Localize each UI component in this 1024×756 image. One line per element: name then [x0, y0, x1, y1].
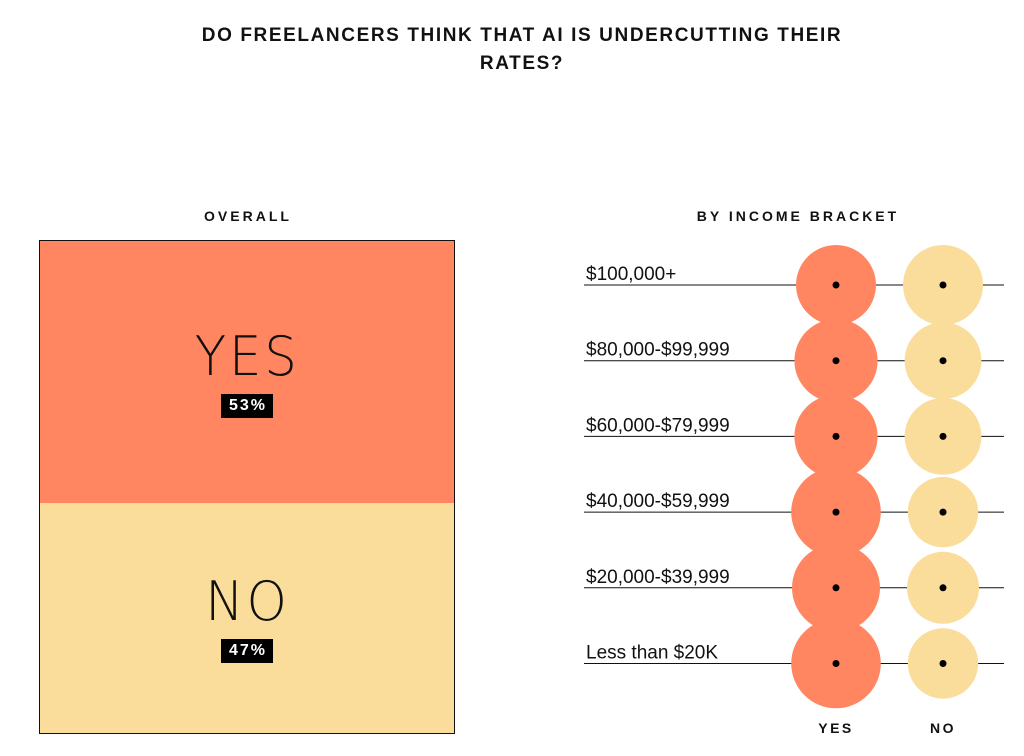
no-center-dot	[939, 281, 947, 289]
chart-title: DO FREELANCERS THINK THAT AI IS UNDERCUT…	[201, 25, 843, 74]
no-center-dot	[939, 508, 947, 516]
overall-stacked-box: YES 53% NO 47%	[39, 240, 455, 734]
overall-no-percent: 47%	[220, 639, 274, 663]
yes-center-dot	[832, 584, 840, 592]
yes-center-dot	[832, 432, 840, 440]
yes-center-dot	[832, 357, 840, 365]
bracket-row-label: $40,000-$59,999	[586, 491, 730, 512]
no-center-dot	[939, 660, 947, 667]
overall-yes-segment: YES 53%	[40, 241, 454, 505]
bracket-row-label: Less than $20K	[586, 643, 718, 664]
overall-yes-word: YES	[194, 324, 300, 388]
yes-center-dot	[832, 281, 840, 289]
bracket-label: BY INCOME BRACKET	[696, 208, 900, 224]
overall-no-segment: NO 47%	[40, 503, 454, 733]
no-center-dot	[939, 432, 947, 440]
yes-center-dot	[832, 508, 840, 516]
yes-column-label: YES	[818, 720, 854, 736]
bracket-row-label: $20,000-$39,999	[586, 567, 730, 588]
no-column-label: NO	[930, 720, 956, 736]
overall-yes-percent: 53%	[220, 393, 274, 418]
bracket-row-label: $80,000-$99,999	[586, 340, 730, 361]
yes-center-dot	[832, 660, 840, 667]
overall-no-word: NO	[204, 570, 290, 633]
no-center-dot	[939, 584, 947, 592]
overall-label: OVERALL	[204, 208, 292, 224]
bracket-row-label: $100,000+	[586, 264, 676, 285]
bracket-row-label: $60,000-$79,999	[586, 415, 730, 436]
no-center-dot	[939, 357, 947, 365]
